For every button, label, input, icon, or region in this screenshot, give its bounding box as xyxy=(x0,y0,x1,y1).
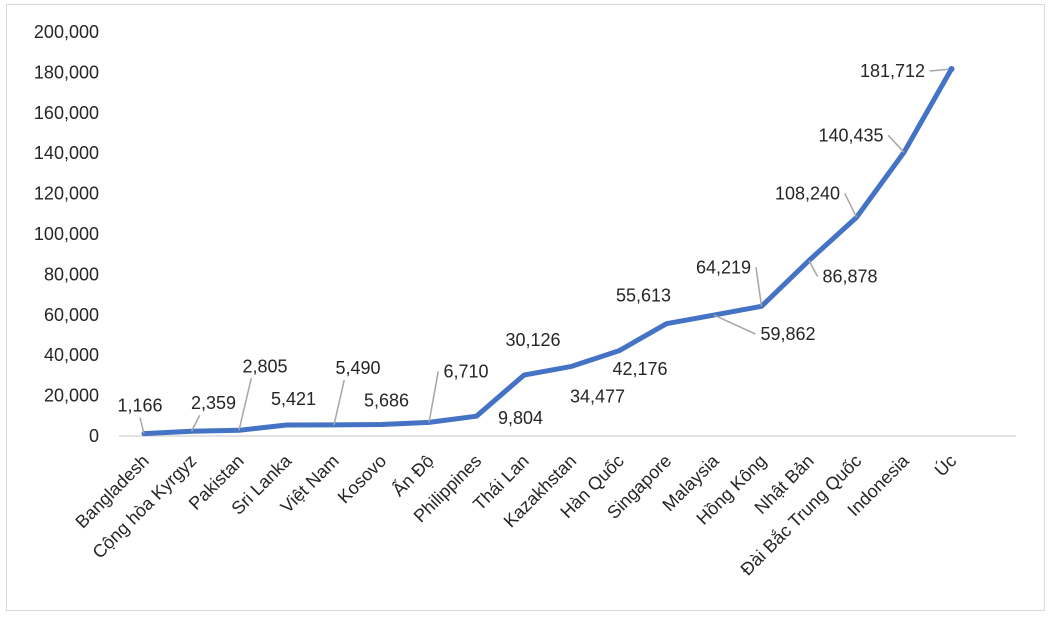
data-label: 2,805 xyxy=(242,356,287,376)
y-axis-tick-labels: 0 20,000 40,000 60,000 80,000 100,000 120,000 1… xyxy=(34,22,99,446)
x-tick-label: Úc xyxy=(930,450,960,480)
data-label: 6,710 xyxy=(443,361,488,381)
y-tick-label: 120,000 xyxy=(34,184,99,204)
data-label: 59,862 xyxy=(760,324,815,344)
leader-line xyxy=(808,260,819,277)
y-tick-label: 180,000 xyxy=(34,62,99,82)
y-tick-label: 140,000 xyxy=(34,143,99,163)
y-tick-label: 40,000 xyxy=(44,345,99,365)
data-label: 5,490 xyxy=(335,358,380,378)
leader-line xyxy=(755,267,763,307)
y-tick-label: 160,000 xyxy=(34,103,99,123)
data-label: 9,804 xyxy=(498,408,543,428)
leader-line xyxy=(713,314,756,335)
data-label-leader-lines xyxy=(139,68,952,434)
y-tick-label: 200,000 xyxy=(34,22,99,42)
series-line xyxy=(141,66,954,437)
data-label: 140,435 xyxy=(818,125,883,145)
y-tick-label: 80,000 xyxy=(44,264,99,284)
leader-line xyxy=(333,379,345,426)
y-tick-label: 60,000 xyxy=(44,305,99,325)
series-end-point xyxy=(948,65,955,72)
data-label: 55,613 xyxy=(616,286,671,306)
leader-line xyxy=(428,371,439,423)
data-label: 5,421 xyxy=(271,389,316,409)
data-label: 1,166 xyxy=(117,396,162,416)
data-label: 86,878 xyxy=(822,267,877,287)
data-label: 181,712 xyxy=(860,61,925,81)
data-label: 108,240 xyxy=(775,183,840,203)
y-tick-label: 100,000 xyxy=(34,224,99,244)
leader-line xyxy=(844,193,858,218)
data-label: 42,176 xyxy=(612,359,667,379)
x-tick-label: Kosovo xyxy=(334,451,391,508)
data-label: 30,126 xyxy=(505,330,560,350)
data-label: 34,477 xyxy=(570,386,625,406)
data-label: 5,686 xyxy=(364,391,409,411)
leader-line xyxy=(238,378,252,431)
data-label: 2,359 xyxy=(191,393,236,413)
data-label: 64,219 xyxy=(696,257,751,277)
chart-frame xyxy=(6,4,1045,611)
leader-line xyxy=(929,68,952,72)
data-labels: 1,166 2,359 2,805 5,421 5,490 5,686 6,710 9,804… xyxy=(117,61,925,428)
leader-line xyxy=(139,417,145,434)
y-tick-label: 20,000 xyxy=(44,386,99,406)
leader-line xyxy=(887,134,905,153)
leader-line xyxy=(190,414,201,432)
y-tick-label: 0 xyxy=(89,426,99,446)
